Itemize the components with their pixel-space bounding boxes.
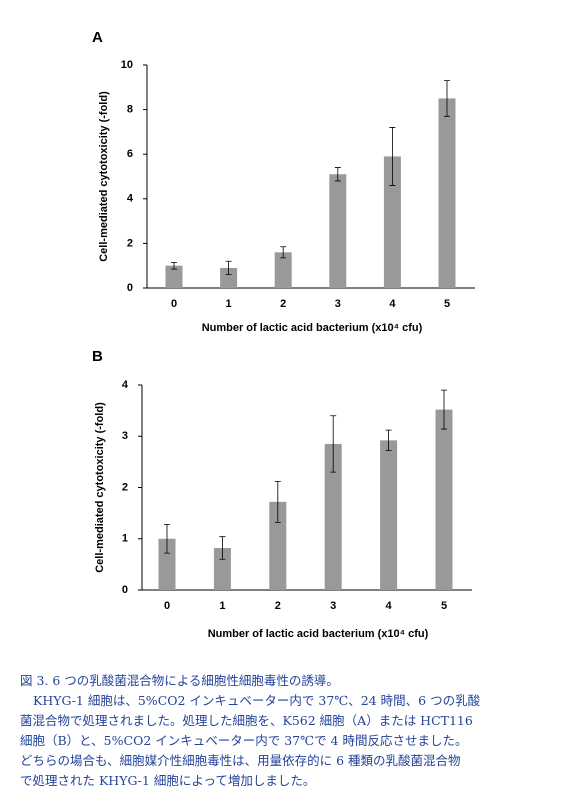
y-tick-label: 2 <box>122 481 128 493</box>
y-axis-label: Cell-mediated cytotoxicity (-fold) <box>94 402 106 573</box>
y-tick-label: 6 <box>127 148 133 160</box>
bar <box>274 252 292 288</box>
error-bar <box>330 415 337 473</box>
bar <box>383 156 401 288</box>
bar <box>380 440 398 590</box>
x-tick-label: 2 <box>275 600 281 612</box>
caption-line: で処理された KHYG-1 細胞によって増加しました。 <box>20 773 316 788</box>
bar <box>438 98 456 288</box>
x-tick-label: 1 <box>226 298 232 310</box>
y-axis-label: Cell-mediated cytotoxicity (-fold) <box>98 91 110 262</box>
error-bar <box>385 429 392 451</box>
bar <box>158 538 176 590</box>
error-bar <box>441 389 447 430</box>
error-bar <box>334 167 341 182</box>
bar <box>165 265 183 288</box>
caption-line: 細胞（B）と、5%CO2 インキュベーター内で 37℃で 4 時間反応させました… <box>20 733 468 748</box>
error-bar <box>225 260 232 276</box>
x-tick-label: 0 <box>171 298 177 310</box>
y-tick-label: 0 <box>122 584 128 596</box>
x-axis-label: Number of lactic acid bacterium (x10⁴ cf… <box>202 322 423 334</box>
bar <box>220 267 238 288</box>
x-tick-label: 3 <box>335 298 341 310</box>
x-tick-label: 5 <box>441 600 447 612</box>
y-tick-label: 4 <box>122 379 129 391</box>
error-bar <box>444 80 450 117</box>
y-tick-label: 10 <box>121 59 133 71</box>
y-tick-label: 2 <box>127 237 133 249</box>
y-tick-label: 8 <box>127 104 133 116</box>
x-tick-label: 5 <box>444 298 450 310</box>
bar <box>329 174 347 288</box>
x-tick-label: 2 <box>280 298 286 310</box>
error-bar <box>219 536 226 560</box>
bar <box>324 443 342 590</box>
caption-title: 図 3. 6 つの乳酸菌混合物による細胞性細胞毒性の誘導。 <box>20 673 339 688</box>
panel-label: A <box>92 29 103 46</box>
x-tick-label: 3 <box>330 600 336 612</box>
x-axis-label: Number of lactic acid bacterium (x10⁴ cf… <box>208 628 429 640</box>
x-tick-label: 1 <box>219 600 225 612</box>
y-tick-label: 0 <box>127 282 133 294</box>
x-tick-label: 0 <box>164 600 170 612</box>
error-bar <box>171 261 177 270</box>
y-tick-label: 4 <box>127 193 134 205</box>
bar <box>435 409 453 590</box>
y-tick-label: 3 <box>122 430 128 442</box>
error-bar <box>389 127 396 186</box>
bar <box>213 547 231 590</box>
error-bar <box>280 246 287 259</box>
x-tick-label: 4 <box>386 600 393 612</box>
error-bar <box>274 480 281 523</box>
y-tick-label: 1 <box>122 533 128 545</box>
caption-line: 菌混合物で処理されました。処理した細胞を、K562 細胞（A）または HCT11… <box>20 713 473 728</box>
caption-line: どちらの場合も、細胞媒介性細胞毒性は、用量依存的に 6 種類の乳酸菌混合物 <box>20 753 461 768</box>
bar <box>269 501 287 590</box>
panel-label: B <box>92 348 103 365</box>
caption-line: KHYG-1 細胞は、5%CO2 インキュベーター内で 37℃、24 時間、6 … <box>33 693 481 708</box>
caption: 図 3. 6 つの乳酸菌混合物による細胞性細胞毒性の誘導。 KHYG-1 細胞は… <box>20 671 555 791</box>
error-bar <box>164 524 170 554</box>
x-tick-label: 4 <box>389 298 396 310</box>
